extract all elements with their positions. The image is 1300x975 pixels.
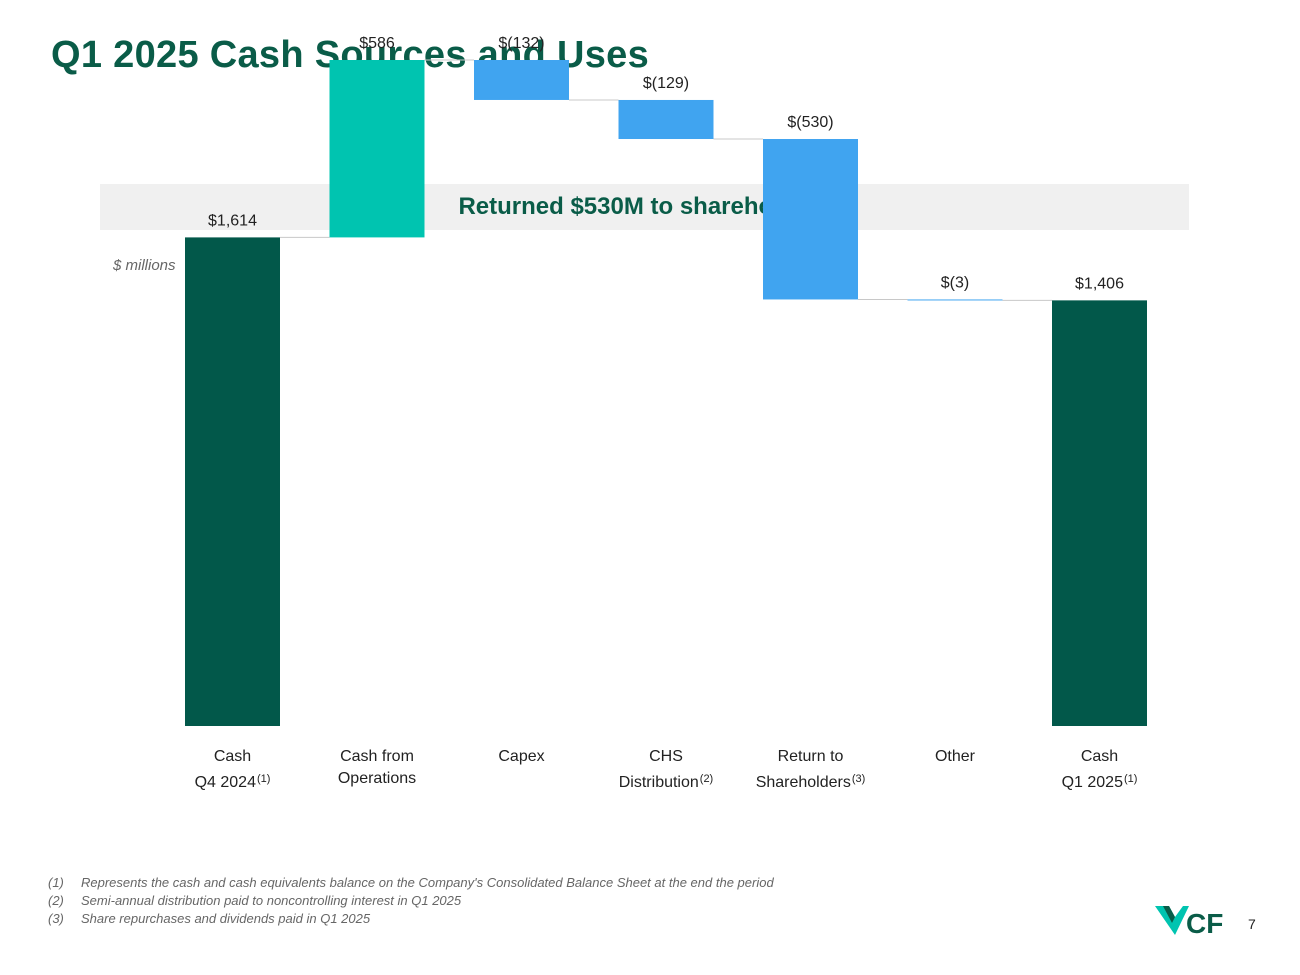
- data-label: $(129): [643, 75, 689, 92]
- category-label-line: Capex: [498, 748, 545, 765]
- category-label: Capex: [442, 746, 602, 768]
- headline-banner: Returned $530M to shareholders: [100, 184, 1189, 230]
- footnote-number: (1): [48, 875, 64, 890]
- footnote-2: (2) Semi-annual distribution paid to non…: [48, 892, 774, 910]
- footnotes: (1) Represents the cash and cash equival…: [48, 874, 774, 928]
- footnote-marker: (3): [851, 773, 866, 785]
- category-label-line: Q1 2025(1): [1061, 773, 1138, 791]
- category-label-line: Other: [934, 748, 975, 765]
- category-label-line: Operations: [337, 770, 417, 787]
- data-label: $(3): [941, 274, 969, 291]
- footnote-text: Share repurchases and dividends paid in …: [81, 911, 371, 926]
- footnote-text: Semi-annual distribution paid to noncont…: [81, 893, 462, 908]
- category-label: Cash Q4 2024(1): [153, 746, 313, 794]
- bar-7: [1052, 300, 1147, 726]
- cf-logo: CF: [1155, 906, 1223, 937]
- bar-6: [907, 299, 1003, 301]
- footnote-1: (1) Represents the cash and cash equival…: [48, 874, 774, 892]
- category-label-line: CHS: [649, 748, 683, 765]
- data-label: $1,614: [208, 212, 257, 229]
- footnote-marker: (1): [1123, 773, 1138, 785]
- category-label-line: Cash from: [340, 748, 414, 765]
- footnote-3: (3) Share repurchases and dividends paid…: [48, 910, 774, 928]
- category-label-line: Cash: [1080, 748, 1119, 765]
- data-label: $(530): [787, 114, 833, 131]
- data-label: $586: [359, 35, 395, 52]
- data-label: $(132): [498, 35, 544, 52]
- bar-4: [618, 99, 714, 140]
- footnote-text: Represents the cash and cash equivalents…: [81, 875, 774, 890]
- bar-2: [329, 60, 425, 238]
- category-label-line: Distribution(2): [618, 773, 714, 791]
- bar-1: [185, 237, 280, 726]
- category-label: Cash from Operations: [297, 746, 457, 790]
- category-label: Return to Shareholders(3): [731, 746, 891, 794]
- category-label-line: Cash: [213, 748, 252, 765]
- category-label: Cash Q1 2025(1): [1020, 746, 1180, 794]
- logo-text: CF: [1186, 908, 1223, 937]
- category-label: CHS Distribution(2): [586, 746, 746, 794]
- category-label-line: Return to: [777, 748, 844, 765]
- footnote-marker: (2): [699, 773, 714, 785]
- footnote-number: (3): [48, 911, 64, 926]
- page-number: 7: [1248, 916, 1256, 932]
- bar-5: [763, 139, 858, 300]
- bar-3: [474, 60, 569, 100]
- category-label-line: Q4 2024(1): [194, 773, 271, 791]
- footnote-marker: (1): [256, 773, 271, 785]
- data-label: $1,406: [1075, 275, 1124, 292]
- units-note: $ millions: [113, 257, 176, 274]
- footnote-number: (2): [48, 893, 64, 908]
- category-label-line: Shareholders(3): [755, 773, 866, 791]
- category-label: Other: [875, 746, 1035, 768]
